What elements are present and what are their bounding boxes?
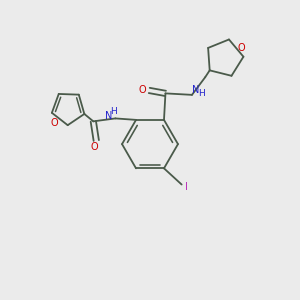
Text: N: N — [192, 85, 199, 94]
Text: N: N — [105, 111, 112, 121]
Text: O: O — [238, 43, 245, 53]
Text: H: H — [198, 89, 205, 98]
Text: O: O — [51, 118, 58, 128]
Text: H: H — [111, 107, 117, 116]
Text: O: O — [91, 142, 99, 152]
Text: O: O — [139, 85, 147, 95]
Text: I: I — [185, 182, 188, 193]
